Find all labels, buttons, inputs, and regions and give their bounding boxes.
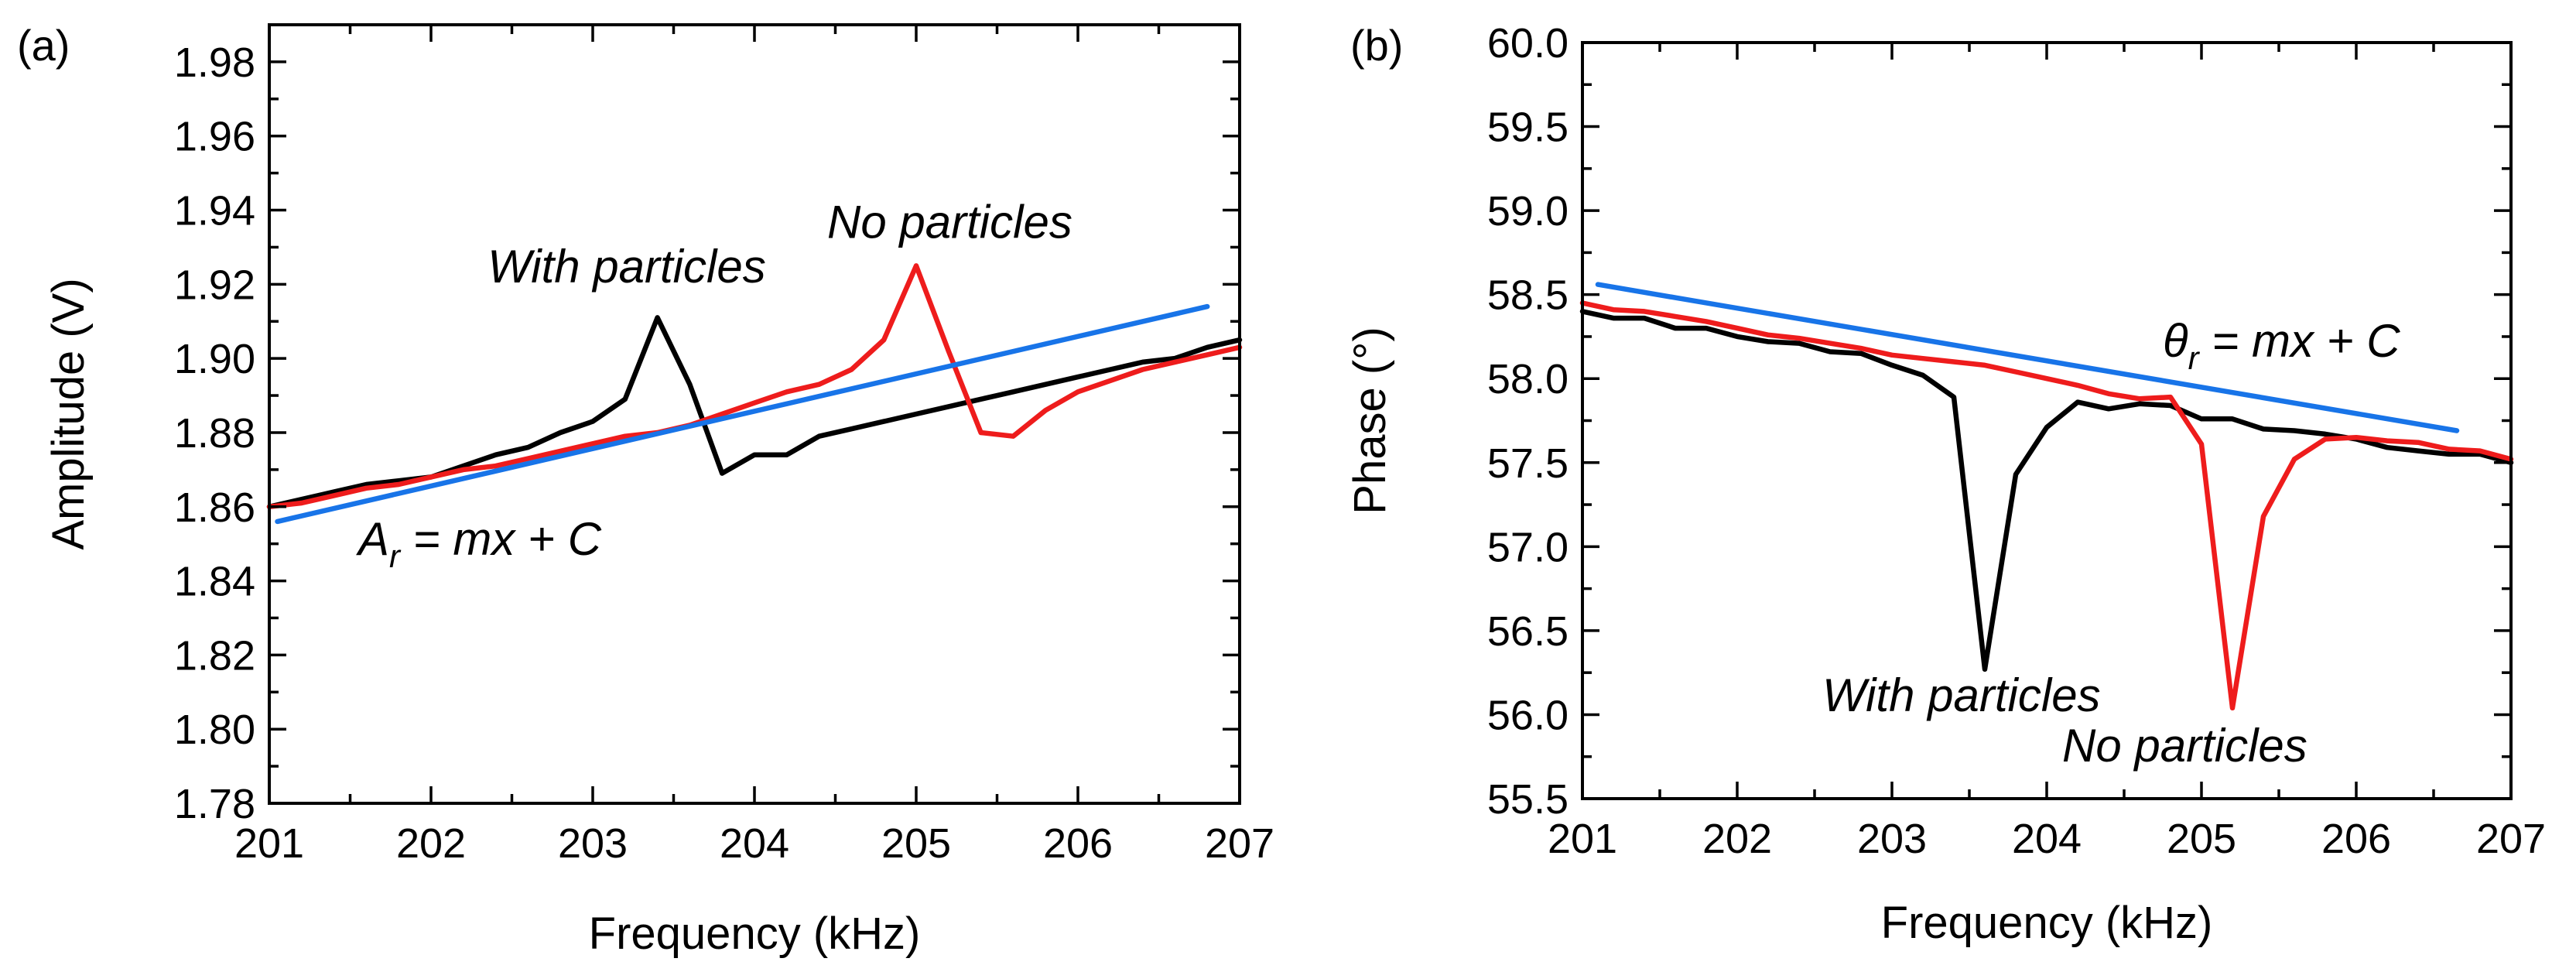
panel-b-series-fit [1595, 282, 2460, 433]
panel-b-y-tick-label: 56.0 [1487, 692, 1569, 738]
panel-a-x-tick-label: 205 [881, 820, 951, 867]
panel-b-annotation-no-particles: No particles [2062, 720, 2307, 772]
panel-a-label: (a) [17, 21, 70, 70]
panel-b-x-tick-label: 206 [2321, 816, 2391, 862]
panel-b-fit-equation: θr = mx + C [2163, 315, 2400, 376]
panel-b-y-tick-label: 57.0 [1487, 524, 1569, 570]
panel-b-x-axis-title: Frequency (kHz) [1881, 898, 2213, 948]
panel-b-y-tick-label: 60.0 [1487, 20, 1569, 67]
panel-b-y-axis-title: Phase (°) [1345, 327, 1395, 514]
panel-a-x-axis-title: Frequency (kHz) [589, 909, 921, 959]
panel-b-series-no-particles [1579, 300, 2514, 711]
panel-b-x-tick-label: 201 [1548, 816, 1617, 862]
panel-a-plot-frame [268, 23, 1241, 805]
panel-a-x-tick-label: 204 [720, 820, 789, 867]
panel-b-y-tick-label: 58.0 [1487, 356, 1569, 402]
panel-b-y-tick-label: 56.5 [1487, 608, 1569, 655]
panel-a-fit-equation: Ar = mx + C [356, 513, 602, 574]
panel-a-x-tick-label: 201 [234, 820, 304, 867]
panel-a: 201 202 203 204 205 206 207 1.78 1.80 1.82 1.84 1.8… [17, 21, 1274, 959]
panel-b-x-tick-label: 205 [2167, 816, 2236, 862]
panel-b: 201 202 203 204 205 206 207 55.5 56.0 56.5 57.0 57.… [1345, 20, 2546, 948]
panel-a-y-tick-label: 1.92 [174, 262, 255, 308]
panel-b-x-tick-label: 202 [1702, 816, 1772, 862]
panel-b-y-tick-label: 59.5 [1487, 104, 1569, 151]
panel-b-x-tick-label: 203 [1857, 816, 1927, 862]
panel-a-x-tick-label: 202 [396, 820, 466, 867]
panel-a-y-tick-label: 1.98 [174, 39, 255, 86]
panel-a-y-tick-label: 1.90 [174, 336, 255, 382]
panel-a-y-tick-label: 1.94 [174, 188, 255, 234]
panel-a-y-tick-label: 1.84 [174, 559, 255, 605]
panel-a-x-tick-label: 206 [1043, 820, 1113, 867]
panel-a-series-no-particles [266, 263, 1243, 510]
panel-a-y-tick-label: 1.78 [174, 781, 255, 827]
panel-b-y-tick-label: 57.5 [1487, 440, 1569, 487]
panel-b-annotation-with-particles: With particles [1822, 669, 2101, 721]
panel-b-y-tick-label: 59.0 [1487, 188, 1569, 234]
panel-a-y-tick-label: 1.82 [174, 632, 255, 679]
panel-b-label: (b) [1350, 21, 1403, 70]
panel-b-y-tick-label: 55.5 [1487, 776, 1569, 823]
panel-a-series-fit [275, 303, 1210, 525]
panel-a-annotation-with-particles: With particles [487, 241, 766, 293]
panel-a-y-axis-title: Amplitude (V) [43, 278, 94, 549]
panel-a-y-tick-label: 1.80 [174, 707, 255, 753]
panel-b-x-tick-label: 204 [2012, 816, 2082, 862]
panel-a-y-tick-label: 1.96 [174, 114, 255, 160]
panel-a-annotation-no-particles: No particles [827, 196, 1072, 248]
panel-b-y-tick-label: 58.5 [1487, 272, 1569, 319]
panel-a-y-tick-label: 1.88 [174, 410, 255, 457]
panel-a-x-tick-label: 207 [1205, 820, 1274, 867]
panel-a-x-tick-label: 203 [558, 820, 628, 867]
panel-a-y-tick-label: 1.86 [174, 484, 255, 531]
panel-b-x-tick-label: 207 [2476, 816, 2546, 862]
